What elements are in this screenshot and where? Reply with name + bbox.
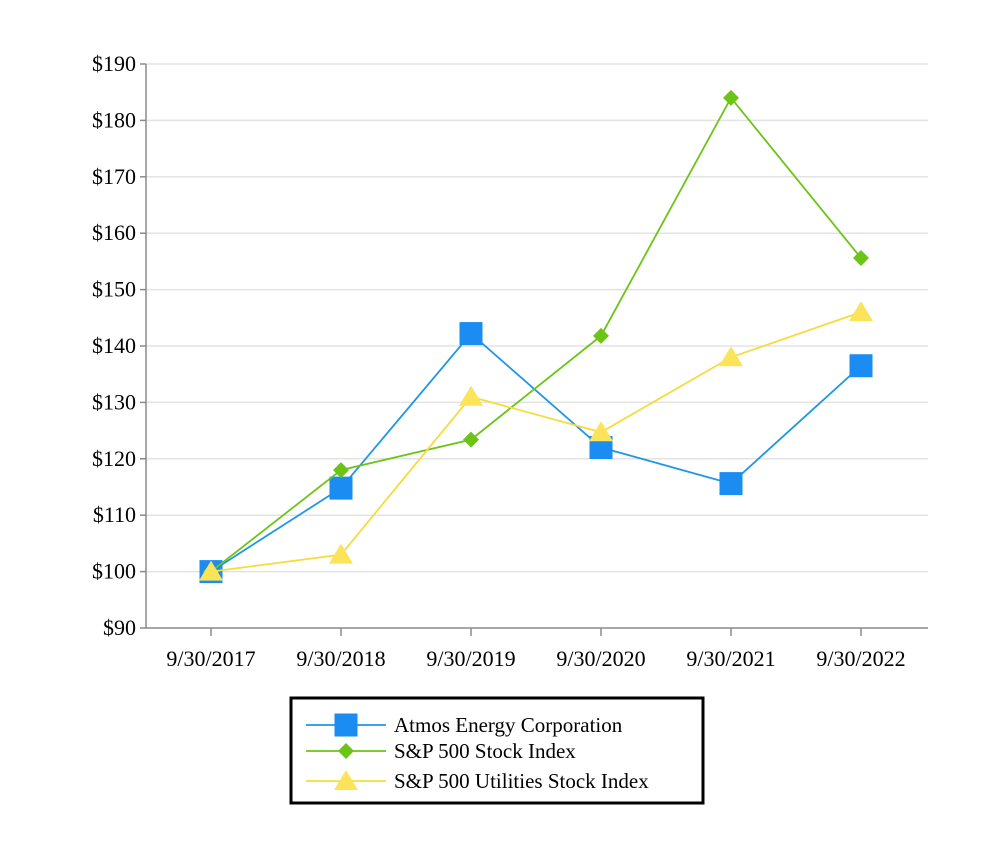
data-point-diamond (463, 431, 479, 448)
series-line (210, 311, 862, 573)
legend-label: S&P 500 Utilities Stock Index (394, 769, 649, 793)
legend-item: S&P 500 Stock Index (306, 739, 576, 763)
y-tick-label: $170 (92, 164, 136, 189)
x-tick-label: 9/30/2019 (426, 646, 515, 671)
x-tick-label: 9/30/2017 (166, 646, 255, 671)
data-point-square (459, 322, 483, 346)
legend-label: S&P 500 Stock Index (394, 739, 576, 763)
data-point-triangle (459, 385, 483, 406)
y-tick-label: $120 (92, 446, 136, 471)
y-tick-label: $90 (103, 615, 136, 640)
legend-marker-triangle (334, 770, 358, 790)
y-tick-label: $160 (92, 220, 136, 245)
series-2 (203, 89, 869, 580)
data-point-diamond (723, 89, 739, 106)
data-point-diamond (853, 250, 869, 267)
y-tick-label: $130 (92, 389, 136, 414)
gridlines (146, 63, 928, 573)
x-tick-label: 9/30/2018 (296, 646, 385, 671)
legend-item: Atmos Energy Corporation (306, 713, 623, 737)
y-tick-label: $190 (92, 51, 136, 76)
y-ticks: $90 $100 $110 $120 $130 $140 $150 $160 $170 $180 $… (92, 51, 146, 640)
data-point-square (849, 354, 873, 378)
legend-label: Atmos Energy Corporation (394, 713, 623, 737)
data-point-triangle (329, 543, 353, 564)
y-tick-label: $100 (92, 559, 136, 584)
series-line (210, 332, 862, 573)
series-3 (199, 301, 873, 581)
x-ticks: 9/30/2017 9/30/2018 9/30/2019 9/30/2020 9/30… (166, 628, 906, 671)
data-point-square (329, 476, 353, 500)
legend-item: S&P 500 Utilities Stock Index (306, 769, 649, 793)
data-point-square (589, 436, 613, 460)
series-1 (199, 322, 873, 584)
data-point-triangle (849, 301, 873, 322)
legend-marker-diamond (338, 743, 354, 759)
data-point-triangle (719, 346, 743, 367)
x-tick-label: 9/30/2021 (686, 646, 775, 671)
data-point-triangle (199, 560, 223, 581)
data-point-diamond (333, 462, 349, 479)
data-point-triangle (589, 421, 613, 442)
x-tick-label: 9/30/2020 (556, 646, 645, 671)
x-tick-label: 9/30/2022 (816, 646, 905, 671)
series-group (199, 89, 873, 584)
legend-marker-square (334, 713, 358, 737)
y-tick-label: $140 (92, 333, 136, 358)
y-tick-label: $110 (93, 502, 136, 527)
data-point-square (719, 472, 743, 496)
y-tick-label: $150 (92, 277, 136, 302)
series-line (210, 96, 862, 573)
data-point-diamond (593, 327, 609, 344)
y-tick-label: $180 (92, 107, 136, 132)
